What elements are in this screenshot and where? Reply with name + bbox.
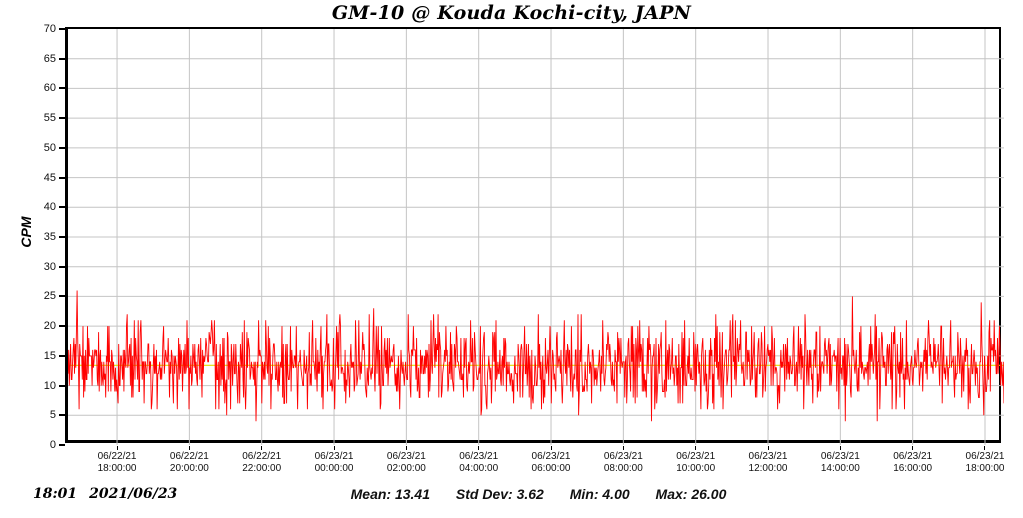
- y-axis-tick: [59, 57, 65, 60]
- x-axis-tick-label: 06/22/21 22:00:00: [242, 451, 282, 474]
- x-axis-tick: [116, 446, 118, 450]
- y-axis-tick: [59, 87, 65, 90]
- x-axis-tick-label: 06/23/21 16:00:00: [893, 451, 933, 474]
- x-axis-tick-label: 06/22/21 20:00:00: [169, 451, 209, 474]
- x-axis-tick: [550, 446, 552, 450]
- x-axis-tick-label: 06/23/21 02:00:00: [386, 451, 426, 474]
- y-axis-tick: [59, 325, 65, 328]
- chart-title: GM-10 @ Kouda Kochi-city, JAPN: [331, 2, 692, 24]
- y-axis-tick-label: 25: [43, 290, 56, 303]
- x-axis-tick-label: 06/23/21 00:00:00: [314, 451, 354, 474]
- y-axis-tick-label: 30: [43, 260, 56, 273]
- x-axis-tick: [767, 446, 769, 450]
- x-axis-tick-label: 06/23/21 18:00:00: [965, 451, 1005, 474]
- footer-stats: Mean: 13.41 Std Dev: 3.62 Min: 4.00 Max:…: [54, 486, 1023, 502]
- y-axis-tick: [59, 265, 65, 268]
- y-axis-tick: [59, 354, 65, 357]
- x-axis-tick: [912, 446, 914, 450]
- stat-std-dev: Std Dev: 3.62: [455, 486, 544, 502]
- y-axis-tick-label: 70: [43, 23, 56, 35]
- y-axis-tick-label: 45: [43, 171, 56, 184]
- x-axis-tick: [839, 446, 841, 450]
- y-axis-tick-label: 10: [43, 379, 56, 392]
- y-axis-tick: [59, 146, 65, 149]
- y-axis-tick: [59, 117, 65, 120]
- y-axis-tick-label: 0: [49, 439, 56, 451]
- x-axis-tick: [333, 446, 335, 450]
- y-axis-tick-label: 60: [43, 82, 56, 95]
- y-axis-tick: [59, 414, 65, 417]
- y-axis-tick: [59, 236, 65, 238]
- x-axis-tick-label: 06/23/21 08:00:00: [603, 451, 643, 474]
- y-axis-tick-label: 20: [43, 320, 56, 333]
- x-axis-tick: [695, 446, 697, 450]
- footer-timestamp: 18:01 2021/06/23: [33, 486, 177, 502]
- y-axis-tick-label: 35: [43, 231, 56, 243]
- y-axis-tick-label: 65: [43, 52, 56, 65]
- plot-area: [65, 27, 1004, 445]
- x-axis-tick: [622, 446, 624, 450]
- x-axis-tick: [188, 446, 190, 450]
- x-axis-tick: [984, 446, 986, 450]
- stat-mean: Mean: 13.41: [350, 486, 431, 502]
- x-axis-tick: [261, 446, 263, 450]
- x-axis-tick-label: 06/23/21 12:00:00: [748, 451, 788, 474]
- x-axis-tick: [405, 446, 407, 450]
- y-axis-tick-label: 5: [49, 409, 56, 422]
- y-axis-tick: [59, 206, 65, 209]
- x-axis-tick-label: 06/23/21 10:00:00: [676, 451, 716, 474]
- x-axis-tick: [478, 446, 480, 450]
- y-axis-tick: [59, 384, 65, 387]
- footer-date: 2021/06/23: [89, 486, 178, 502]
- cpm-trace: [68, 290, 1004, 422]
- x-axis-tick-label: 06/23/21 04:00:00: [459, 451, 499, 474]
- y-axis-tick: [59, 295, 65, 298]
- y-axis-tick-label: 55: [43, 112, 56, 125]
- stat-max: Max: 26.00: [655, 486, 727, 502]
- x-axis-tick-label: 06/23/21 06:00:00: [531, 451, 571, 474]
- y-axis-tick: [59, 176, 65, 179]
- stat-min: Min: 4.00: [569, 486, 630, 502]
- y-axis-tick-label: 50: [43, 141, 56, 154]
- y-axis-tick: [59, 28, 65, 30]
- y-axis-tick-label: 15: [43, 349, 56, 362]
- cpm-line-chart: [68, 29, 1004, 445]
- footer-time: 18:01: [33, 486, 78, 502]
- x-axis-tick-label: 06/23/21 14:00:00: [820, 451, 860, 474]
- y-axis-tick: [59, 444, 65, 446]
- y-axis-tick-label: 40: [43, 201, 56, 214]
- x-axis-tick-label: 06/22/21 18:00:00: [97, 451, 137, 474]
